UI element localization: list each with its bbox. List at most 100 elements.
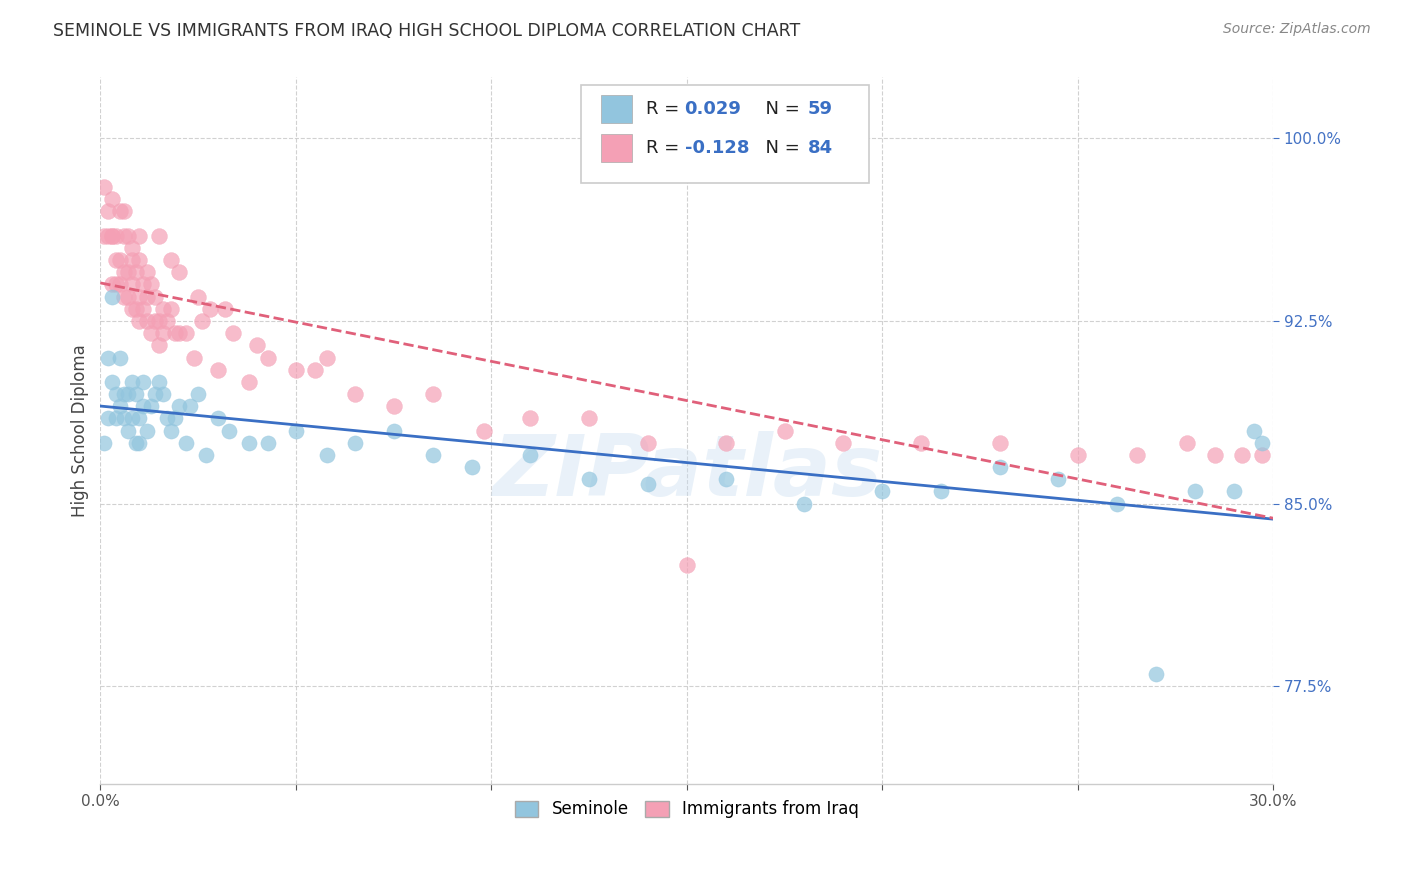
Point xyxy=(117,290,139,304)
Point xyxy=(1144,667,1167,681)
Point xyxy=(382,399,405,413)
Point xyxy=(112,387,135,401)
Point xyxy=(1184,484,1206,499)
Point xyxy=(988,435,1011,450)
Point xyxy=(343,387,366,401)
FancyBboxPatch shape xyxy=(602,95,631,123)
Point xyxy=(101,228,124,243)
Point xyxy=(121,277,143,292)
Point xyxy=(191,314,214,328)
FancyBboxPatch shape xyxy=(581,85,869,184)
Point xyxy=(124,387,146,401)
Text: R =: R = xyxy=(645,139,685,157)
Point xyxy=(1105,497,1128,511)
Point xyxy=(578,472,600,486)
Point xyxy=(472,424,495,438)
Point xyxy=(93,435,115,450)
Point xyxy=(112,290,135,304)
Point xyxy=(148,314,170,328)
Point xyxy=(198,301,221,316)
Point xyxy=(1175,435,1198,450)
Point xyxy=(104,277,127,292)
Point xyxy=(156,314,179,328)
Point xyxy=(187,290,209,304)
Point xyxy=(637,435,659,450)
Point xyxy=(132,301,155,316)
Point xyxy=(714,472,737,486)
Point xyxy=(136,265,159,279)
Point xyxy=(284,424,307,438)
Point xyxy=(676,558,699,572)
Point xyxy=(422,387,444,401)
Point xyxy=(214,301,236,316)
Point xyxy=(578,411,600,425)
Point xyxy=(108,277,131,292)
Point xyxy=(97,228,120,243)
Point xyxy=(637,477,659,491)
Text: R =: R = xyxy=(645,100,685,119)
Point xyxy=(128,228,150,243)
Point xyxy=(128,290,150,304)
Point xyxy=(176,326,198,341)
Point xyxy=(461,460,484,475)
Point xyxy=(382,424,405,438)
Point xyxy=(832,435,855,450)
Point xyxy=(187,387,209,401)
Point xyxy=(128,411,150,425)
Point xyxy=(1250,448,1272,462)
Point xyxy=(257,351,280,365)
Point xyxy=(163,326,186,341)
Point xyxy=(117,265,139,279)
Point xyxy=(238,435,260,450)
Point xyxy=(124,265,146,279)
Point xyxy=(108,253,131,268)
Point xyxy=(238,375,260,389)
Point xyxy=(929,484,952,499)
Point xyxy=(159,424,181,438)
Point xyxy=(141,277,163,292)
Point xyxy=(112,411,135,425)
Point xyxy=(97,204,120,219)
Point xyxy=(104,411,127,425)
Point xyxy=(108,204,131,219)
Point xyxy=(148,228,170,243)
Point xyxy=(124,301,146,316)
Point xyxy=(117,387,139,401)
Point xyxy=(112,265,135,279)
Point xyxy=(97,411,120,425)
Point xyxy=(1067,448,1090,462)
Point xyxy=(1250,435,1272,450)
Point xyxy=(141,399,163,413)
Point xyxy=(101,375,124,389)
Text: ZIPatlas: ZIPatlas xyxy=(492,432,882,515)
Point xyxy=(136,314,159,328)
Point xyxy=(148,375,170,389)
Point xyxy=(143,387,166,401)
Point xyxy=(152,301,174,316)
Point xyxy=(194,448,217,462)
Y-axis label: High School Diploma: High School Diploma xyxy=(72,344,89,517)
Point xyxy=(167,265,190,279)
Point xyxy=(207,411,229,425)
Point xyxy=(872,484,894,499)
Point xyxy=(152,326,174,341)
Point xyxy=(108,399,131,413)
Text: Source: ZipAtlas.com: Source: ZipAtlas.com xyxy=(1223,22,1371,37)
Point xyxy=(988,460,1011,475)
Point xyxy=(1047,472,1070,486)
Point xyxy=(112,204,135,219)
Point xyxy=(167,326,190,341)
Legend: Seminole, Immigrants from Iraq: Seminole, Immigrants from Iraq xyxy=(508,794,866,825)
Point xyxy=(257,435,280,450)
Point xyxy=(93,228,115,243)
Point xyxy=(316,448,339,462)
Point xyxy=(519,411,541,425)
Point xyxy=(152,387,174,401)
Point xyxy=(121,411,143,425)
Point xyxy=(132,277,155,292)
Point xyxy=(218,424,240,438)
Point xyxy=(143,314,166,328)
Point xyxy=(159,301,181,316)
Point xyxy=(121,375,143,389)
Point xyxy=(112,228,135,243)
